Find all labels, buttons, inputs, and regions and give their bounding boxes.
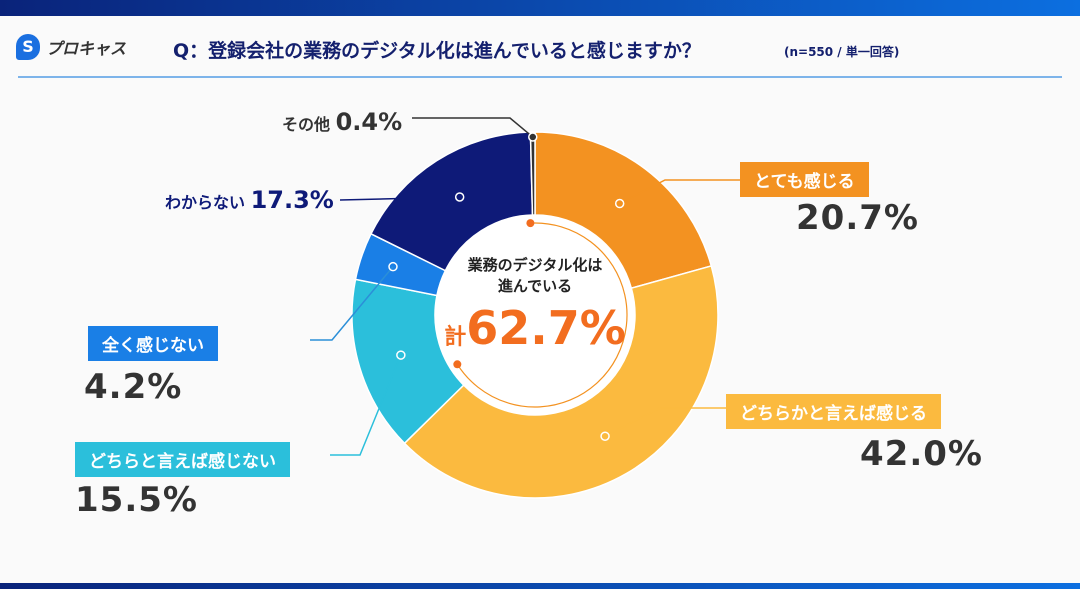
logo: S プロキャス [16, 34, 126, 60]
logo-text: プロキャス [46, 39, 127, 58]
leader-line-3 [310, 266, 394, 341]
tag-somewhat: どちらかと言えば感じる [726, 394, 941, 429]
logo-icon: S [16, 34, 40, 60]
pct-very: 20.7% [796, 198, 919, 238]
bottom-bar [0, 583, 1080, 589]
sample-note: (n=550 / 単一回答) [784, 45, 900, 59]
label-other: その他 0.4% [282, 108, 403, 136]
leader-dot-4 [454, 192, 465, 202]
donut-hole [435, 215, 635, 415]
center-arc [456, 222, 628, 408]
leader-dot-5 [528, 132, 538, 142]
top-bar [0, 0, 1080, 16]
divider [18, 76, 1062, 78]
leader-dot-0 [614, 198, 625, 209]
center-prefix: 計 [444, 325, 467, 350]
tag-not-at-all: 全く感じない [88, 326, 218, 361]
leader-line-4 [339, 196, 460, 201]
leader-line-2 [330, 354, 402, 456]
center-total: 62.7% [466, 301, 626, 355]
pct-somewhat-not: 15.5% [75, 480, 198, 520]
leader-line-1 [604, 407, 726, 437]
question-title: Q：登録会社の業務のデジタル化は進んでいると感じますか？ [173, 40, 701, 62]
arc-dot-1 [453, 360, 462, 369]
leader-dot-1 [600, 431, 610, 441]
leader-dot-3 [388, 261, 398, 272]
leader-line-5 [412, 117, 534, 138]
label-unknown: わからない 17.3% [165, 186, 334, 214]
pct-not-at-all: 4.2% [84, 367, 183, 407]
center-line2: 進んでいる [497, 277, 573, 295]
center-summary: 業務のデジタル化は 進んでいる 計62.7% [435, 255, 635, 355]
tag-very: とても感じる [740, 162, 869, 197]
center-line1: 業務のデジタル化は [467, 256, 603, 274]
leader-dot-2 [396, 350, 406, 360]
leader-line-0 [619, 179, 740, 205]
arc-dot-0 [526, 219, 535, 228]
tag-somewhat-not: どちらと言えば感じない [75, 442, 290, 477]
pct-somewhat: 42.0% [860, 434, 983, 474]
